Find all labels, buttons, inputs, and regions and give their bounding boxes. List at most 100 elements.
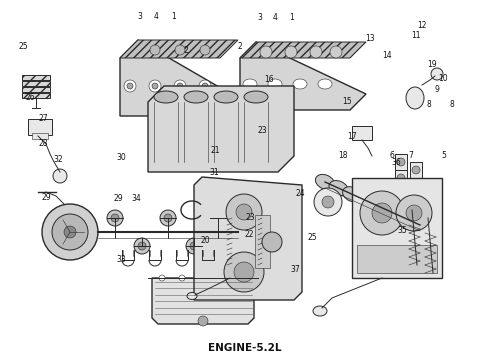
Circle shape [53,169,67,183]
Text: 3: 3 [137,12,142,21]
Circle shape [179,275,185,281]
Ellipse shape [397,211,416,226]
Circle shape [198,316,208,326]
Text: 13: 13 [365,34,375,43]
Polygon shape [255,215,270,268]
Ellipse shape [411,217,430,233]
Ellipse shape [316,174,335,190]
Circle shape [219,275,225,281]
Ellipse shape [313,306,327,316]
Circle shape [42,204,98,260]
Circle shape [224,252,264,292]
Text: 18: 18 [338,151,348,160]
Text: 36: 36 [391,158,401,167]
Text: 14: 14 [382,51,392,60]
Circle shape [127,83,133,89]
Text: 2: 2 [238,42,243,51]
Text: 31: 31 [210,168,220,177]
Text: ENGINE-5.2L: ENGINE-5.2L [208,343,282,353]
Polygon shape [240,42,366,110]
Ellipse shape [184,91,208,103]
Circle shape [360,191,404,235]
Circle shape [124,80,136,92]
Circle shape [159,275,165,281]
Circle shape [396,195,432,231]
Ellipse shape [214,91,238,103]
Circle shape [175,45,185,55]
Text: 32: 32 [53,154,63,163]
Circle shape [314,188,342,216]
Bar [352,126,372,140]
Text: 19: 19 [427,60,437,69]
Ellipse shape [383,205,402,220]
Text: 8: 8 [449,100,454,109]
Bar [22,75,50,80]
Bar [28,119,52,135]
Ellipse shape [154,91,178,103]
Text: 6: 6 [390,151,394,160]
Text: 28: 28 [38,139,48,148]
Circle shape [372,203,392,223]
Circle shape [149,80,161,92]
Bar [22,87,50,92]
Text: 17: 17 [347,132,357,140]
Circle shape [64,226,76,238]
Ellipse shape [187,292,197,300]
Text: 11: 11 [411,31,420,40]
Circle shape [190,242,198,250]
Text: 10: 10 [439,74,448,83]
Text: 34: 34 [131,194,141,203]
Circle shape [164,214,172,222]
Text: 29: 29 [114,194,123,203]
Circle shape [260,46,272,58]
Circle shape [397,158,405,166]
Circle shape [199,80,211,92]
Polygon shape [120,40,238,116]
Text: 27: 27 [38,113,48,122]
Text: 25: 25 [19,42,28,51]
Ellipse shape [329,181,348,196]
Circle shape [174,80,186,92]
Ellipse shape [423,271,437,277]
Circle shape [322,196,334,208]
Text: 24: 24 [295,189,305,198]
Text: 15: 15 [342,97,352,106]
Text: 30: 30 [117,153,126,162]
Circle shape [406,205,422,221]
Ellipse shape [244,91,268,103]
Text: 22: 22 [244,230,254,239]
Circle shape [310,46,322,58]
Circle shape [236,204,252,220]
Circle shape [111,214,119,222]
Text: 29: 29 [42,194,51,202]
Text: 2: 2 [184,46,189,55]
Circle shape [152,83,158,89]
Circle shape [431,68,443,80]
Ellipse shape [370,199,389,214]
Circle shape [150,45,160,55]
Text: 16: 16 [264,75,273,84]
Text: 3: 3 [257,13,262,22]
Ellipse shape [268,79,282,89]
Bar [32,133,48,139]
Text: 4: 4 [153,12,158,21]
Polygon shape [194,177,302,300]
Circle shape [199,275,205,281]
Circle shape [214,214,222,222]
Text: 33: 33 [117,256,126,264]
Bar [395,154,407,170]
Ellipse shape [406,87,424,109]
Bar [22,93,50,98]
Circle shape [285,46,297,58]
Circle shape [200,45,210,55]
Circle shape [262,232,282,252]
Circle shape [397,174,405,182]
Circle shape [186,238,202,254]
Text: 1: 1 [289,13,294,22]
Ellipse shape [318,79,332,89]
Bar [395,170,407,186]
Text: 21: 21 [211,146,220,155]
Text: 9: 9 [435,85,440,94]
Circle shape [160,210,176,226]
Text: 4: 4 [273,13,278,22]
